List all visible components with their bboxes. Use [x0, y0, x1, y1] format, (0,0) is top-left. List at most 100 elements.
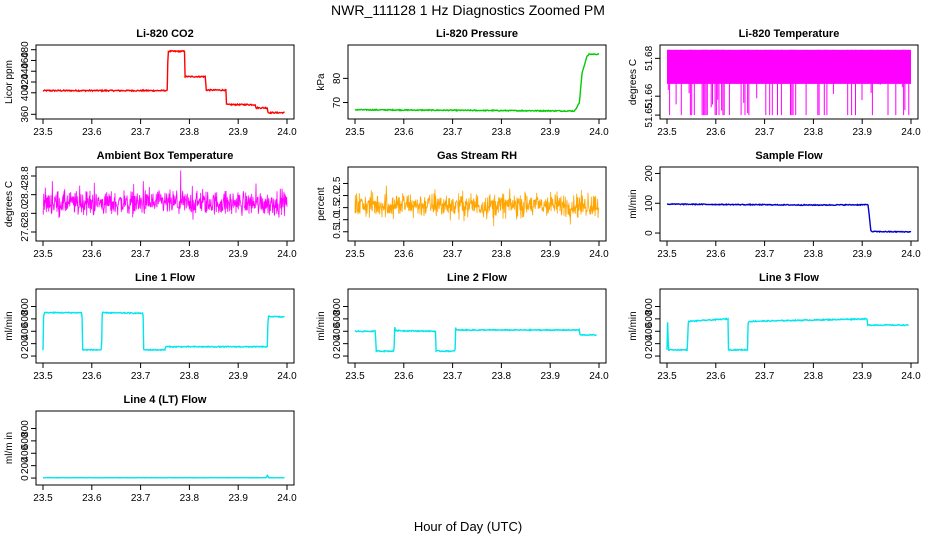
x-tick-label: 23.6	[82, 371, 102, 382]
panel: Line 4 (LT) Flow 23.5 23.6 23.7 23.8 23.9 24.0…	[4, 394, 297, 504]
y-tick-label: 400	[644, 322, 655, 339]
series-group	[666, 317, 909, 352]
x-tick-label: 23.5	[33, 127, 53, 138]
x-tick-label: 23.5	[345, 249, 365, 260]
plot-frame	[35, 288, 295, 364]
y-tick-label: 600	[20, 432, 31, 449]
panel-title: Li-820 Pressure	[436, 28, 518, 40]
y-tick-label: 420	[20, 73, 31, 90]
y-tick-label: 200	[644, 335, 655, 352]
y-tick-label: 28.4	[20, 184, 31, 204]
panel: Line 2 Flow 23.5 23.6 23.7 23.8 23.9 24.0 02004…	[316, 272, 609, 382]
panel-title: Ambient Box Temperature	[97, 150, 234, 162]
x-tick-label: 24.0	[277, 371, 297, 382]
x-tick-label: 23.5	[345, 127, 365, 138]
series-line	[354, 327, 597, 353]
x-tick-label: 23.5	[657, 371, 677, 382]
x-tick-label: 23.7	[755, 127, 775, 138]
x-tick-label: 23.7	[131, 127, 151, 138]
x-tick-label: 24.0	[277, 249, 297, 260]
x-tick-label: 23.8	[180, 371, 200, 382]
y-tick-label: 480	[20, 41, 31, 58]
panel-title: Line 3 Flow	[759, 272, 819, 284]
plot-frame	[347, 166, 607, 242]
x-tick-label: 23.6	[706, 249, 726, 260]
y-tick-label: 28.8	[20, 166, 31, 186]
y-tick-label: 51.65	[644, 102, 655, 127]
series-group	[667, 49, 911, 116]
panel: Ambient Box Temperature 23.5 23.6 23.7 23.8 2…	[4, 150, 297, 260]
x-tick-label: 23.6	[706, 371, 726, 382]
x-tick-label: 23.8	[180, 127, 200, 138]
y-tick-label: 800	[644, 298, 655, 315]
x-tick-label: 24.0	[277, 127, 297, 138]
series-line	[354, 52, 600, 113]
x-tick-label: 23.8	[804, 249, 824, 260]
x-tick-label: 23.9	[540, 371, 560, 382]
x-tick-label: 23.7	[443, 249, 463, 260]
y-tick-label: 400	[20, 444, 31, 461]
panel: Sample Flow 23.5 23.6 23.7 23.8 23.9 24.0 0 100 2…	[628, 150, 921, 260]
figure-xlabel: Hour of Day (UTC)	[414, 519, 522, 534]
x-tick-label: 23.5	[345, 371, 365, 382]
x-tick-label: 23.7	[131, 493, 151, 504]
plot-frame	[659, 166, 919, 242]
x-tick-label: 23.8	[492, 371, 512, 382]
y-tick-label: 0.5	[332, 224, 343, 238]
y-tick-label: 51.68	[644, 45, 655, 70]
plot-frame	[35, 410, 295, 486]
series-group	[666, 202, 912, 234]
x-tick-label: 24.0	[589, 249, 609, 260]
y-axis-label: percent	[316, 187, 327, 221]
y-tick-label: 0	[644, 230, 655, 236]
x-tick-label: 23.7	[131, 371, 151, 382]
y-axis-label: ml/min	[4, 311, 15, 340]
y-tick-label: 200	[20, 457, 31, 474]
panel-title: Li-820 Temperature	[739, 28, 840, 40]
figure-title: NWR_111128 1 Hz Diagnostics Zoomed PM	[331, 2, 605, 18]
y-axis-label: ml/min	[316, 311, 327, 340]
panel-title: Line 1 Flow	[135, 272, 195, 284]
plot-frame	[659, 288, 919, 364]
y-axis-label: Licor ppm	[4, 60, 15, 104]
x-tick-label: 23.6	[394, 371, 414, 382]
y-tick-label: 400	[20, 84, 31, 101]
panel: Line 3 Flow 23.5 23.6 23.7 23.8 23.9 24.0 02004…	[628, 272, 921, 382]
y-tick-label: 360	[20, 106, 31, 123]
panel-title: Line 4 (LT) Flow	[124, 394, 207, 406]
y-tick-label: 400	[20, 322, 31, 339]
panel: Li-820 CO2 23.5 23.6 23.7 23.8 23.9 24.0 360 400…	[4, 28, 297, 138]
x-tick-label: 23.6	[82, 493, 102, 504]
panel-title: Sample Flow	[755, 150, 823, 162]
y-axis-label: ml/m in	[4, 432, 15, 464]
series-group	[354, 185, 600, 227]
y-tick-label: 800	[332, 298, 343, 315]
series-line	[667, 49, 910, 116]
x-tick-label: 23.5	[657, 249, 677, 260]
series-group	[42, 311, 285, 352]
series-group	[42, 49, 285, 115]
x-tick-label: 23.8	[180, 249, 200, 260]
x-tick-label: 23.8	[804, 127, 824, 138]
x-tick-label: 23.9	[228, 493, 248, 504]
y-tick-label: 460	[20, 52, 31, 69]
panel: Gas Stream RH 23.5 23.6 23.7 23.8 23.9 24.0 0.5…	[316, 150, 609, 260]
series-group	[42, 170, 288, 220]
series-line	[666, 202, 912, 234]
x-tick-label: 23.9	[540, 127, 560, 138]
plot-frame	[347, 44, 607, 120]
plot-frame	[35, 166, 295, 242]
x-tick-label: 23.7	[755, 371, 775, 382]
x-tick-label: 23.6	[82, 249, 102, 260]
x-tick-label: 24.0	[901, 127, 921, 138]
y-tick-label: 1.5	[332, 200, 343, 214]
plot-frame	[347, 288, 607, 364]
y-tick-label: 70	[332, 97, 343, 109]
x-tick-label: 24.0	[589, 371, 609, 382]
x-tick-label: 23.8	[804, 371, 824, 382]
y-tick-label: 200	[332, 335, 343, 352]
y-tick-label: 80	[332, 72, 343, 84]
y-tick-label: 100	[644, 194, 655, 211]
x-tick-label: 23.5	[657, 127, 677, 138]
